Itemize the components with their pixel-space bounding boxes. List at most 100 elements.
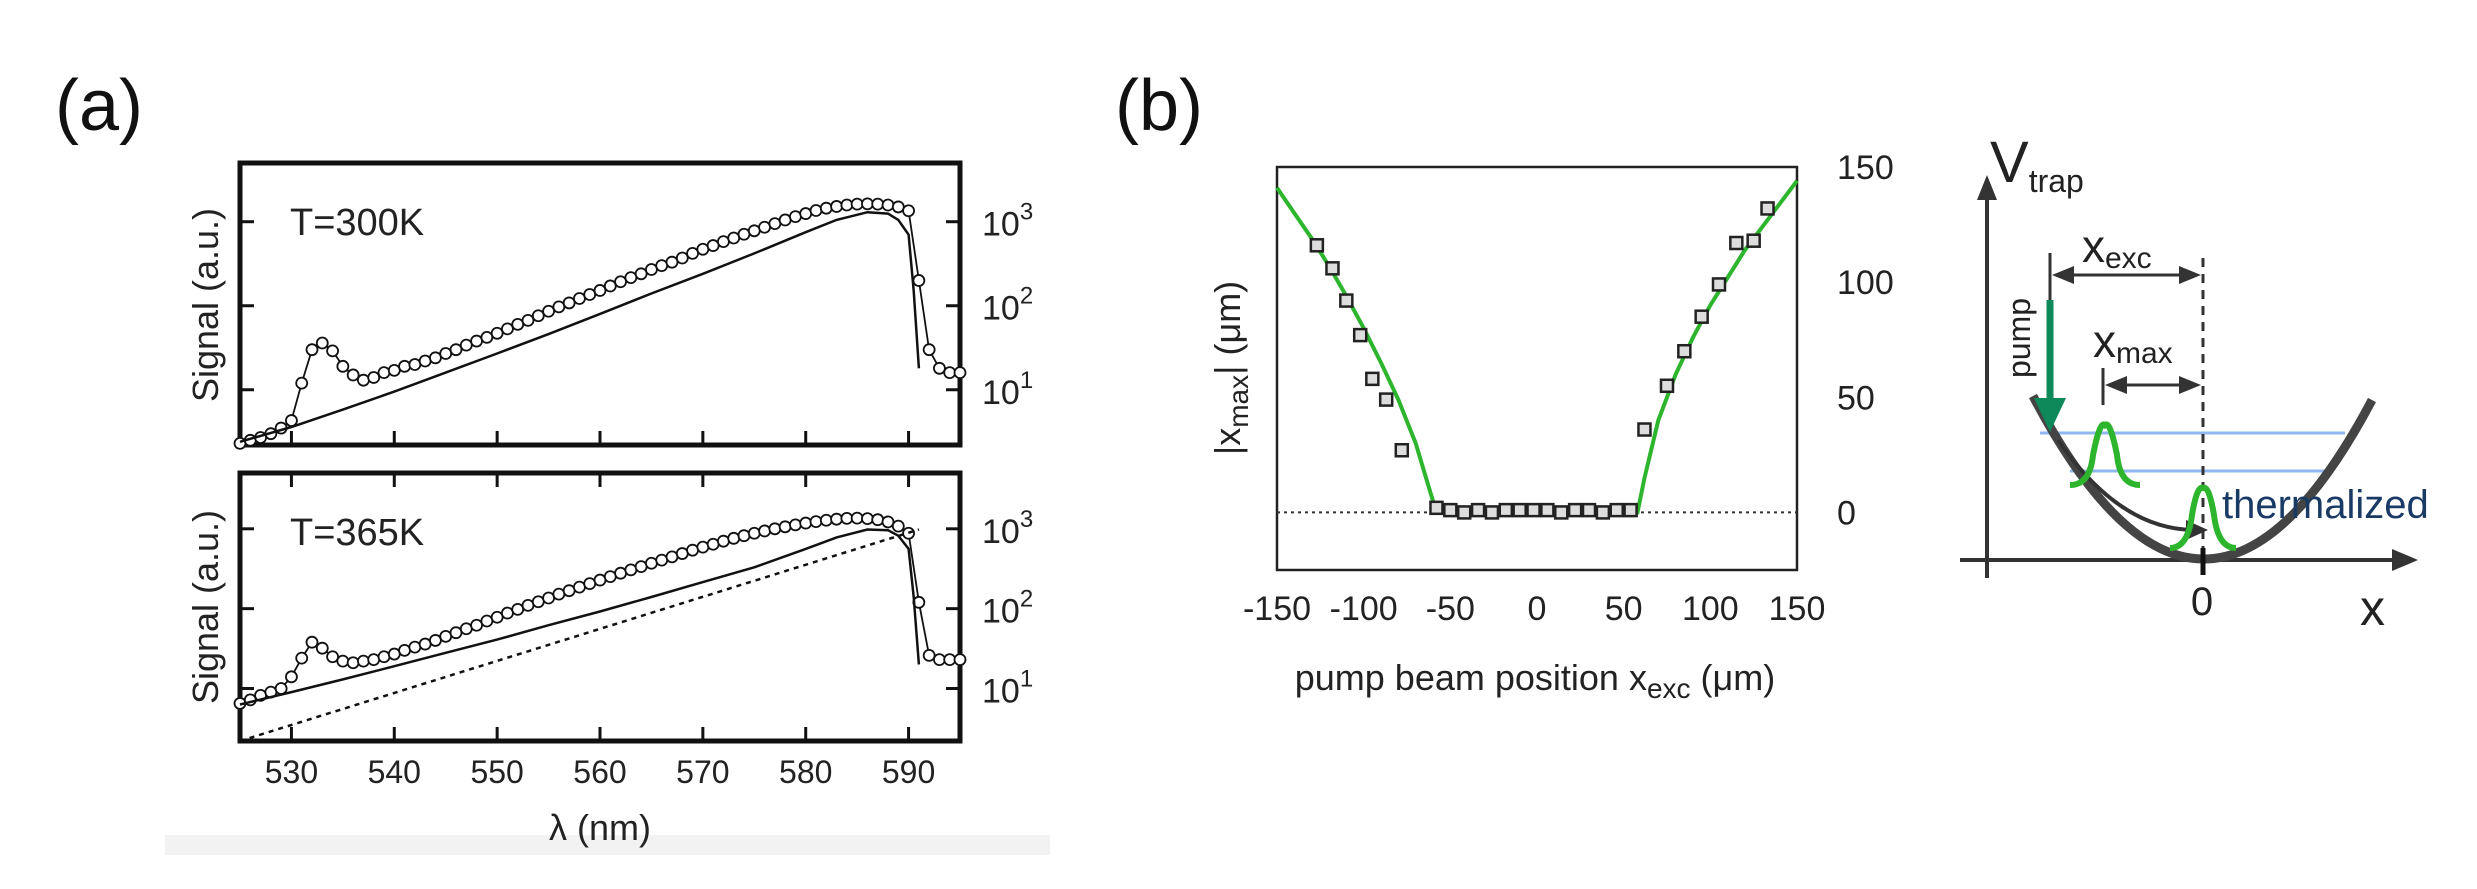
wavepacket-excited [2069,421,2141,488]
plot-a-bottom-point-18 [418,637,432,651]
plot-a-bottom-point-16 [398,644,411,657]
plot-a-top-point-60 [850,197,864,211]
plot-a-bottom-point-13 [367,653,381,667]
plot-a-top-point-61 [861,197,874,211]
plot-a-bottom-point-25 [490,610,504,624]
plot-a-top-point-64 [891,200,905,214]
plot-a-bottom-temperature: T=365K [290,512,424,554]
plot-a-bottom-point-69 [943,653,957,667]
plot-a-xtick-label-2: 550 [470,754,523,790]
plot-a-top-point-69 [943,366,957,380]
plot-a-bottom-point-70 [953,653,967,667]
plot-a-top-point-52 [768,217,782,230]
plot-b-point-8 [1443,502,1458,518]
panel-a-label: (a) [55,66,143,146]
plot-a-top-point-32 [562,296,576,310]
plot-a-bottom-point-61 [861,512,874,526]
plot-b-ylabel-main: |x [1207,428,1248,455]
relaxation-arrow [2056,438,2196,532]
plot-b-xlabel-main: pump beam position x [1295,657,1647,698]
plot-a-bottom-point-4 [274,682,288,695]
plot-a-top-point-31 [552,300,566,314]
plot-a-top-series-fit [239,210,921,444]
schematic-v-label: Vtrap [1990,130,2084,199]
plot-a-top-point-65 [902,204,915,218]
plot-a-top-point-63 [881,198,895,212]
plot-b-point-22 [1637,422,1652,437]
plot-b-point-1 [1325,261,1340,276]
plot-a-bottom-point-51 [758,524,771,538]
plot-a-bottom-point-52 [768,522,782,536]
plot-a-xtick-label-0: 530 [265,754,318,790]
plot-a-top-point-24 [480,330,494,344]
plot-a-bottom-point-9 [326,650,339,664]
plot-a-top-point-35 [593,284,607,297]
plot-b-point-20 [1609,502,1624,518]
plot-a-top-point-54 [789,210,802,224]
plot-a-bottom-ytick-base-2: 10 [982,513,1020,551]
plot-a-bottom-point-35 [593,573,607,587]
x-exc-label: xexc [2082,220,2152,275]
plot-a-xtick-label-6: 590 [882,754,935,790]
plot-a-top-point-21 [449,343,463,357]
panel-a-background [165,835,1050,855]
plot-a-top-point-58 [830,200,843,213]
plot-b-xlabel-sub: exc [1647,673,1691,704]
plot-a-top-point-47 [717,235,730,248]
plot-a-bottom-point-53 [778,520,792,534]
plot-a-top-ylabel: Signal (a.u.) [185,208,226,402]
plot-a-top-point-9 [326,344,339,358]
plot-b: -150 -100 -50 0 50 100 150 0 50 100 150 pump beam … [1207,149,1894,704]
plot-a-top-point-56 [809,204,823,217]
plot-b-series [1275,179,1799,520]
plot-a-top-point-33 [573,292,586,305]
plot-a-bottom-ytick-exp-1: 2 [1020,586,1033,613]
plot-a-top-ytick-base-0: 10 [982,374,1020,412]
plot-a-top-point-50 [747,224,761,238]
plot-a-bottom-xticks: 530 540 550 560 570 580 590 [265,431,935,790]
plot-a-top-point-49 [737,227,751,241]
plot-a-bottom-point-29 [531,595,545,609]
plot-b-point-3 [1352,327,1368,343]
plot-a-bottom-point-30 [542,591,555,605]
plot-a-bottom-point-22 [459,622,473,636]
plot-a-bottom-point-33 [573,580,586,594]
plot-a-bottom-point-26 [501,606,514,620]
plot-a-top-point-48 [727,231,741,245]
plot-a-bottom-point-31 [552,587,566,601]
x-max-arrowhead-right [2179,376,2201,394]
plot-b-point-9 [1456,505,1472,520]
x-max-label-main: x [2093,315,2116,367]
plot-b-xlabel-unit: (μm) [1701,657,1776,698]
plot-b-point-15 [1540,502,1555,518]
plot-a-bottom-point-55 [799,516,813,530]
plot-b-point-14 [1526,502,1541,518]
plot-a-bottom-point-7 [305,635,319,649]
plot-b-point-29 [1760,201,1775,216]
plot-a-top-point-27 [511,317,525,331]
plot-a-bottom-point-42 [665,550,679,564]
plot-a-bottom-point-43 [675,547,689,560]
x-exc-arrowhead-left [2052,266,2074,284]
plot-b-xtick-label-6: 150 [1769,590,1826,628]
wavepacket-thermalized [2169,484,2237,551]
schematic-v-label-main: V [1990,130,2029,195]
schematic-v-label-sub: trap [2029,163,2084,199]
plot-b-ylabel-sub: max [1223,375,1254,428]
x-max-label: xmax [2093,315,2173,370]
plot-a-bottom-point-58 [830,512,843,526]
plot-b-ytick-label-2: 100 [1837,264,1894,302]
plot-a-top-point-7 [305,343,319,357]
plot-a-bottom-point-15 [387,647,401,661]
plot-b-point-27 [1729,235,1744,251]
plot-a-bottom-point-48 [727,531,741,545]
plot-a-top-point-46 [706,239,720,252]
plot-a-bottom-ytick-label-0: 101 [982,665,1033,710]
plot-b-point-0 [1309,238,1325,253]
plot-a-top-point-10 [336,359,350,373]
plot-b-point-17 [1567,502,1583,518]
plot-a-top-point-59 [840,198,854,212]
